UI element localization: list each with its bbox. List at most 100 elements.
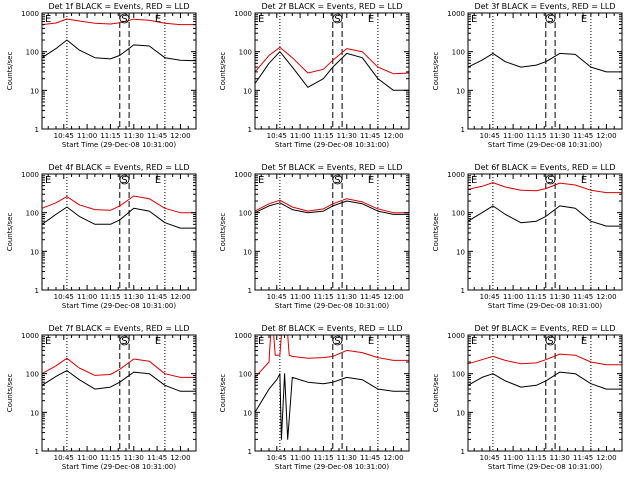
y-axis-label: Counts/sec bbox=[432, 52, 440, 91]
x-tick-label: 11:00 bbox=[77, 293, 97, 301]
panel-det-6: Det 6f BLACK = Events, RED = LLD E S E 1 10 10… bbox=[432, 163, 623, 310]
marker-label-e: E bbox=[258, 175, 264, 186]
marker-label-e: E bbox=[581, 175, 587, 186]
marker-label-e: E bbox=[45, 14, 51, 25]
x-tick-label: 12:00 bbox=[170, 293, 190, 301]
marker-label-s: S bbox=[121, 14, 127, 25]
x-tick-label: 11:30 bbox=[550, 293, 570, 301]
y-tick-label: 100 bbox=[239, 210, 252, 218]
x-tick-label: 12:00 bbox=[596, 454, 616, 462]
marker-label-e: E bbox=[155, 14, 161, 25]
y-tick-label: 1 bbox=[461, 287, 465, 295]
marker-label-e: E bbox=[155, 175, 161, 186]
plot-frame bbox=[41, 173, 197, 291]
marker-label-s: S bbox=[547, 175, 553, 186]
y-tick-label: 10 bbox=[30, 248, 39, 256]
y-tick-label: 1000 bbox=[234, 332, 252, 340]
marker-label-e: E bbox=[581, 14, 587, 25]
plot-frame bbox=[254, 334, 410, 452]
x-tick-label: 12:00 bbox=[383, 454, 403, 462]
panel-title: Det 6f BLACK = Events, RED = LLD bbox=[474, 163, 615, 172]
y-axis-label: Counts/sec bbox=[432, 374, 440, 413]
plot-frame bbox=[41, 334, 197, 452]
x-tick-label: 11:00 bbox=[77, 454, 97, 462]
y-axis-label: Counts/sec bbox=[219, 52, 227, 91]
panel-det-8: Det 8f BLACK = Events, RED = LLD E S E 1 10 10… bbox=[219, 324, 410, 471]
y-tick-label: 1000 bbox=[447, 10, 465, 18]
x-tick-label: 11:30 bbox=[124, 293, 144, 301]
x-tick-label: 10:45 bbox=[480, 293, 500, 301]
y-tick-label: 100 bbox=[239, 49, 252, 57]
series-line-events bbox=[467, 52, 622, 73]
y-tick-label: 1 bbox=[35, 287, 39, 295]
series-line-events bbox=[41, 206, 196, 229]
x-tick-label: 11:00 bbox=[503, 132, 523, 140]
y-tick-label: 1000 bbox=[234, 10, 252, 18]
x-tick-label: 12:00 bbox=[383, 293, 403, 301]
y-tick-label: 10 bbox=[456, 87, 465, 95]
panel-title: Det 7f BLACK = Events, RED = LLD bbox=[48, 324, 189, 333]
marker-s-circle bbox=[332, 174, 343, 185]
y-axis-label: Counts/sec bbox=[432, 213, 440, 252]
x-tick-label: 12:00 bbox=[383, 132, 403, 140]
panel-det-1: Det 1f BLACK = Events, RED = LLD E S E 1 10 10… bbox=[6, 2, 197, 149]
y-tick-label: 10 bbox=[243, 248, 252, 256]
series-line-events bbox=[467, 371, 622, 390]
plot-frame bbox=[467, 12, 623, 130]
x-axis-label: Start Time (29-Dec-08 10:31:00) bbox=[62, 302, 176, 310]
marker-s-circle bbox=[332, 335, 343, 346]
series-line-lld bbox=[467, 353, 622, 366]
x-tick-label: 11:15 bbox=[526, 132, 546, 140]
x-tick-label: 10:45 bbox=[480, 132, 500, 140]
x-tick-label: 11:15 bbox=[100, 293, 120, 301]
y-tick-label: 10 bbox=[456, 248, 465, 256]
y-tick-label: 1000 bbox=[21, 171, 39, 179]
y-tick-label: 10 bbox=[456, 409, 465, 417]
y-tick-label: 100 bbox=[26, 210, 39, 218]
panel-det-3: Det 3f BLACK = Events, RED = LLD E S E 1 10 10… bbox=[432, 2, 623, 149]
x-tick-label: 10:45 bbox=[480, 454, 500, 462]
x-tick-label: 11:15 bbox=[100, 454, 120, 462]
plot-frame bbox=[254, 12, 410, 130]
y-tick-label: 1 bbox=[248, 448, 252, 456]
y-tick-label: 100 bbox=[26, 49, 39, 57]
x-axis-label: Start Time (29-Dec-08 10:31:00) bbox=[275, 302, 389, 310]
x-axis-label: Start Time (29-Dec-08 10:31:00) bbox=[488, 302, 602, 310]
y-tick-label: 10 bbox=[30, 87, 39, 95]
y-tick-label: 100 bbox=[452, 210, 465, 218]
x-tick-label: 11:30 bbox=[124, 454, 144, 462]
series-line-lld bbox=[254, 198, 409, 214]
marker-label-s: S bbox=[334, 14, 340, 25]
panel-det-5: Det 5f BLACK = Events, RED = LLD E S E 1 10 10… bbox=[219, 163, 410, 310]
y-tick-label: 1 bbox=[461, 448, 465, 456]
x-tick-label: 11:30 bbox=[337, 293, 357, 301]
marker-label-e: E bbox=[45, 336, 51, 347]
x-tick-label: 10:45 bbox=[54, 454, 74, 462]
y-tick-label: 1000 bbox=[447, 332, 465, 340]
marker-label-e: E bbox=[471, 175, 477, 186]
panel-title: Det 2f BLACK = Events, RED = LLD bbox=[261, 2, 402, 11]
x-tick-label: 11:30 bbox=[337, 132, 357, 140]
series-line-events bbox=[254, 51, 409, 91]
marker-label-e: E bbox=[45, 175, 51, 186]
x-tick-label: 10:45 bbox=[267, 293, 287, 301]
marker-label-e: E bbox=[471, 336, 477, 347]
series-line-lld bbox=[41, 357, 196, 378]
series-line-events bbox=[41, 370, 196, 392]
panel-det-2: Det 2f BLACK = Events, RED = LLD E S E 1 10 10… bbox=[219, 2, 410, 149]
x-tick-label: 11:45 bbox=[147, 454, 167, 462]
marker-s-circle bbox=[119, 335, 130, 346]
plot-frame bbox=[467, 334, 623, 452]
y-tick-label: 1000 bbox=[447, 171, 465, 179]
y-tick-label: 10 bbox=[243, 87, 252, 95]
x-tick-label: 11:15 bbox=[313, 132, 333, 140]
marker-label-e: E bbox=[155, 336, 161, 347]
y-axis-label: Counts/sec bbox=[6, 52, 14, 91]
series-line-lld bbox=[41, 18, 196, 26]
marker-label-s: S bbox=[334, 336, 340, 347]
x-tick-label: 11:15 bbox=[526, 454, 546, 462]
x-tick-label: 12:00 bbox=[596, 293, 616, 301]
x-tick-label: 11:45 bbox=[573, 293, 593, 301]
x-tick-label: 12:00 bbox=[170, 132, 190, 140]
